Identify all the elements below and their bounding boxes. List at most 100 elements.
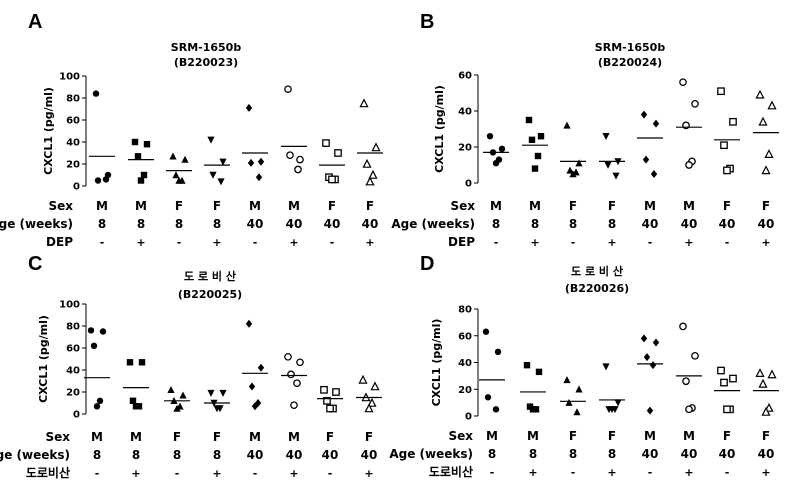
- data-point: [207, 389, 215, 397]
- age-value: 40: [362, 217, 379, 231]
- y-axis-label: CXCL1 (pg/ml): [433, 85, 446, 173]
- treatment-value: +: [684, 466, 693, 479]
- data-point: [729, 374, 737, 383]
- age-value: 8: [93, 448, 101, 462]
- y-tick-label: 60: [458, 331, 472, 342]
- age-value: 8: [569, 447, 577, 461]
- row-label: Sex: [45, 430, 70, 444]
- data-point: [537, 133, 545, 140]
- data-point: [217, 178, 225, 186]
- data-point: [245, 319, 253, 328]
- age-value: 8: [569, 217, 577, 231]
- sex-value: F: [723, 199, 731, 213]
- data-point: [575, 385, 583, 393]
- y-tick-label: 80: [458, 305, 472, 316]
- sex-value: F: [608, 199, 616, 213]
- treatment-value: +: [607, 466, 616, 479]
- treatment-value: -: [328, 467, 333, 480]
- data-point: [219, 158, 227, 166]
- data-point: [761, 406, 771, 416]
- data-point: [284, 85, 292, 94]
- panel-d: D 도 로 비 산 (B220026) 0 20 40 60 80 CXCL1 (pg/ml) S…: [389, 253, 779, 479]
- y-tick-label: 0: [73, 410, 80, 421]
- data-point: [723, 166, 731, 175]
- age-value: 40: [719, 217, 736, 231]
- data-point: [320, 385, 328, 394]
- data-point: [334, 149, 342, 157]
- row-label: Sex: [448, 429, 473, 443]
- age-value: 8: [173, 448, 181, 462]
- treatment-value: +: [365, 236, 374, 249]
- age-value: 40: [247, 217, 264, 231]
- age-value: 40: [642, 217, 659, 231]
- y-tick-label: 20: [458, 385, 472, 396]
- data-point: [764, 149, 774, 158]
- data-point: [492, 406, 500, 413]
- data-point: [322, 139, 330, 147]
- treatment-value: -: [494, 236, 499, 249]
- treatment-value: +: [136, 236, 145, 249]
- row-label: Age (weeks): [0, 448, 70, 462]
- data-point: [614, 399, 622, 407]
- chart-title: SRM-1650b: [171, 41, 242, 54]
- y-tick-label: 100: [59, 72, 80, 83]
- row-label: Age (weeks): [389, 447, 473, 461]
- treatment-value: +: [530, 236, 539, 249]
- sex-value: F: [366, 199, 374, 213]
- data-point: [362, 158, 372, 168]
- data-point: [761, 165, 771, 175]
- treatment-value: +: [364, 467, 373, 480]
- treatment-value: -: [253, 236, 258, 249]
- y-tick-label: 60: [66, 116, 80, 127]
- data-point: [575, 159, 583, 167]
- treatment-value: -: [253, 467, 258, 480]
- chart-subtitle: (B220024): [598, 56, 662, 69]
- age-value: 8: [608, 217, 616, 231]
- data-point: [286, 151, 294, 160]
- y-tick-label: 20: [66, 388, 80, 399]
- y-tick-label: 80: [66, 322, 80, 333]
- y-tick-label: 60: [458, 71, 472, 82]
- data-point: [245, 103, 253, 112]
- sex-value: F: [762, 199, 770, 213]
- data-point: [290, 401, 298, 410]
- data-point: [173, 404, 181, 412]
- data-point: [140, 171, 148, 179]
- data-point: [129, 397, 137, 404]
- row-label: DEP: [46, 235, 73, 249]
- data-point: [691, 351, 699, 360]
- data-point: [717, 87, 725, 96]
- sex-value: M: [249, 430, 261, 444]
- sex-value: M: [683, 199, 695, 213]
- data-point: [284, 352, 292, 361]
- data-point: [296, 358, 304, 367]
- sex-value: F: [569, 429, 577, 443]
- data-point: [720, 378, 728, 387]
- treatment-value: -: [725, 236, 730, 249]
- panel-a: A SRM-1650b (B220023) 0 20 40 60 80 100 CXCL1 (pg…: [0, 11, 383, 249]
- data-point: [640, 110, 648, 119]
- treatment-value: +: [607, 236, 616, 249]
- age-value: 8: [529, 447, 537, 461]
- sex-value: F: [173, 430, 181, 444]
- y-axis-label: CXCL1 (pg/ml): [42, 87, 55, 175]
- data-point: [254, 399, 262, 407]
- sex-value: F: [569, 199, 577, 213]
- treatment-value: -: [725, 466, 730, 479]
- data-point: [294, 165, 302, 174]
- data-point: [90, 342, 98, 349]
- data-point: [296, 155, 304, 164]
- data-point: [685, 405, 693, 414]
- treatment-value: +: [761, 236, 770, 249]
- sex-value: M: [91, 430, 103, 444]
- age-value: 8: [98, 217, 106, 231]
- chart-subtitle: (B220025): [178, 288, 242, 301]
- sex-value: M: [490, 199, 502, 213]
- panel-letter: D: [420, 253, 434, 275]
- y-axis-label: CXCL1 (pg/ml): [37, 315, 50, 403]
- data-point: [608, 406, 616, 414]
- data-point: [612, 172, 620, 180]
- age-value: 40: [247, 448, 264, 462]
- age-value: 40: [361, 448, 378, 462]
